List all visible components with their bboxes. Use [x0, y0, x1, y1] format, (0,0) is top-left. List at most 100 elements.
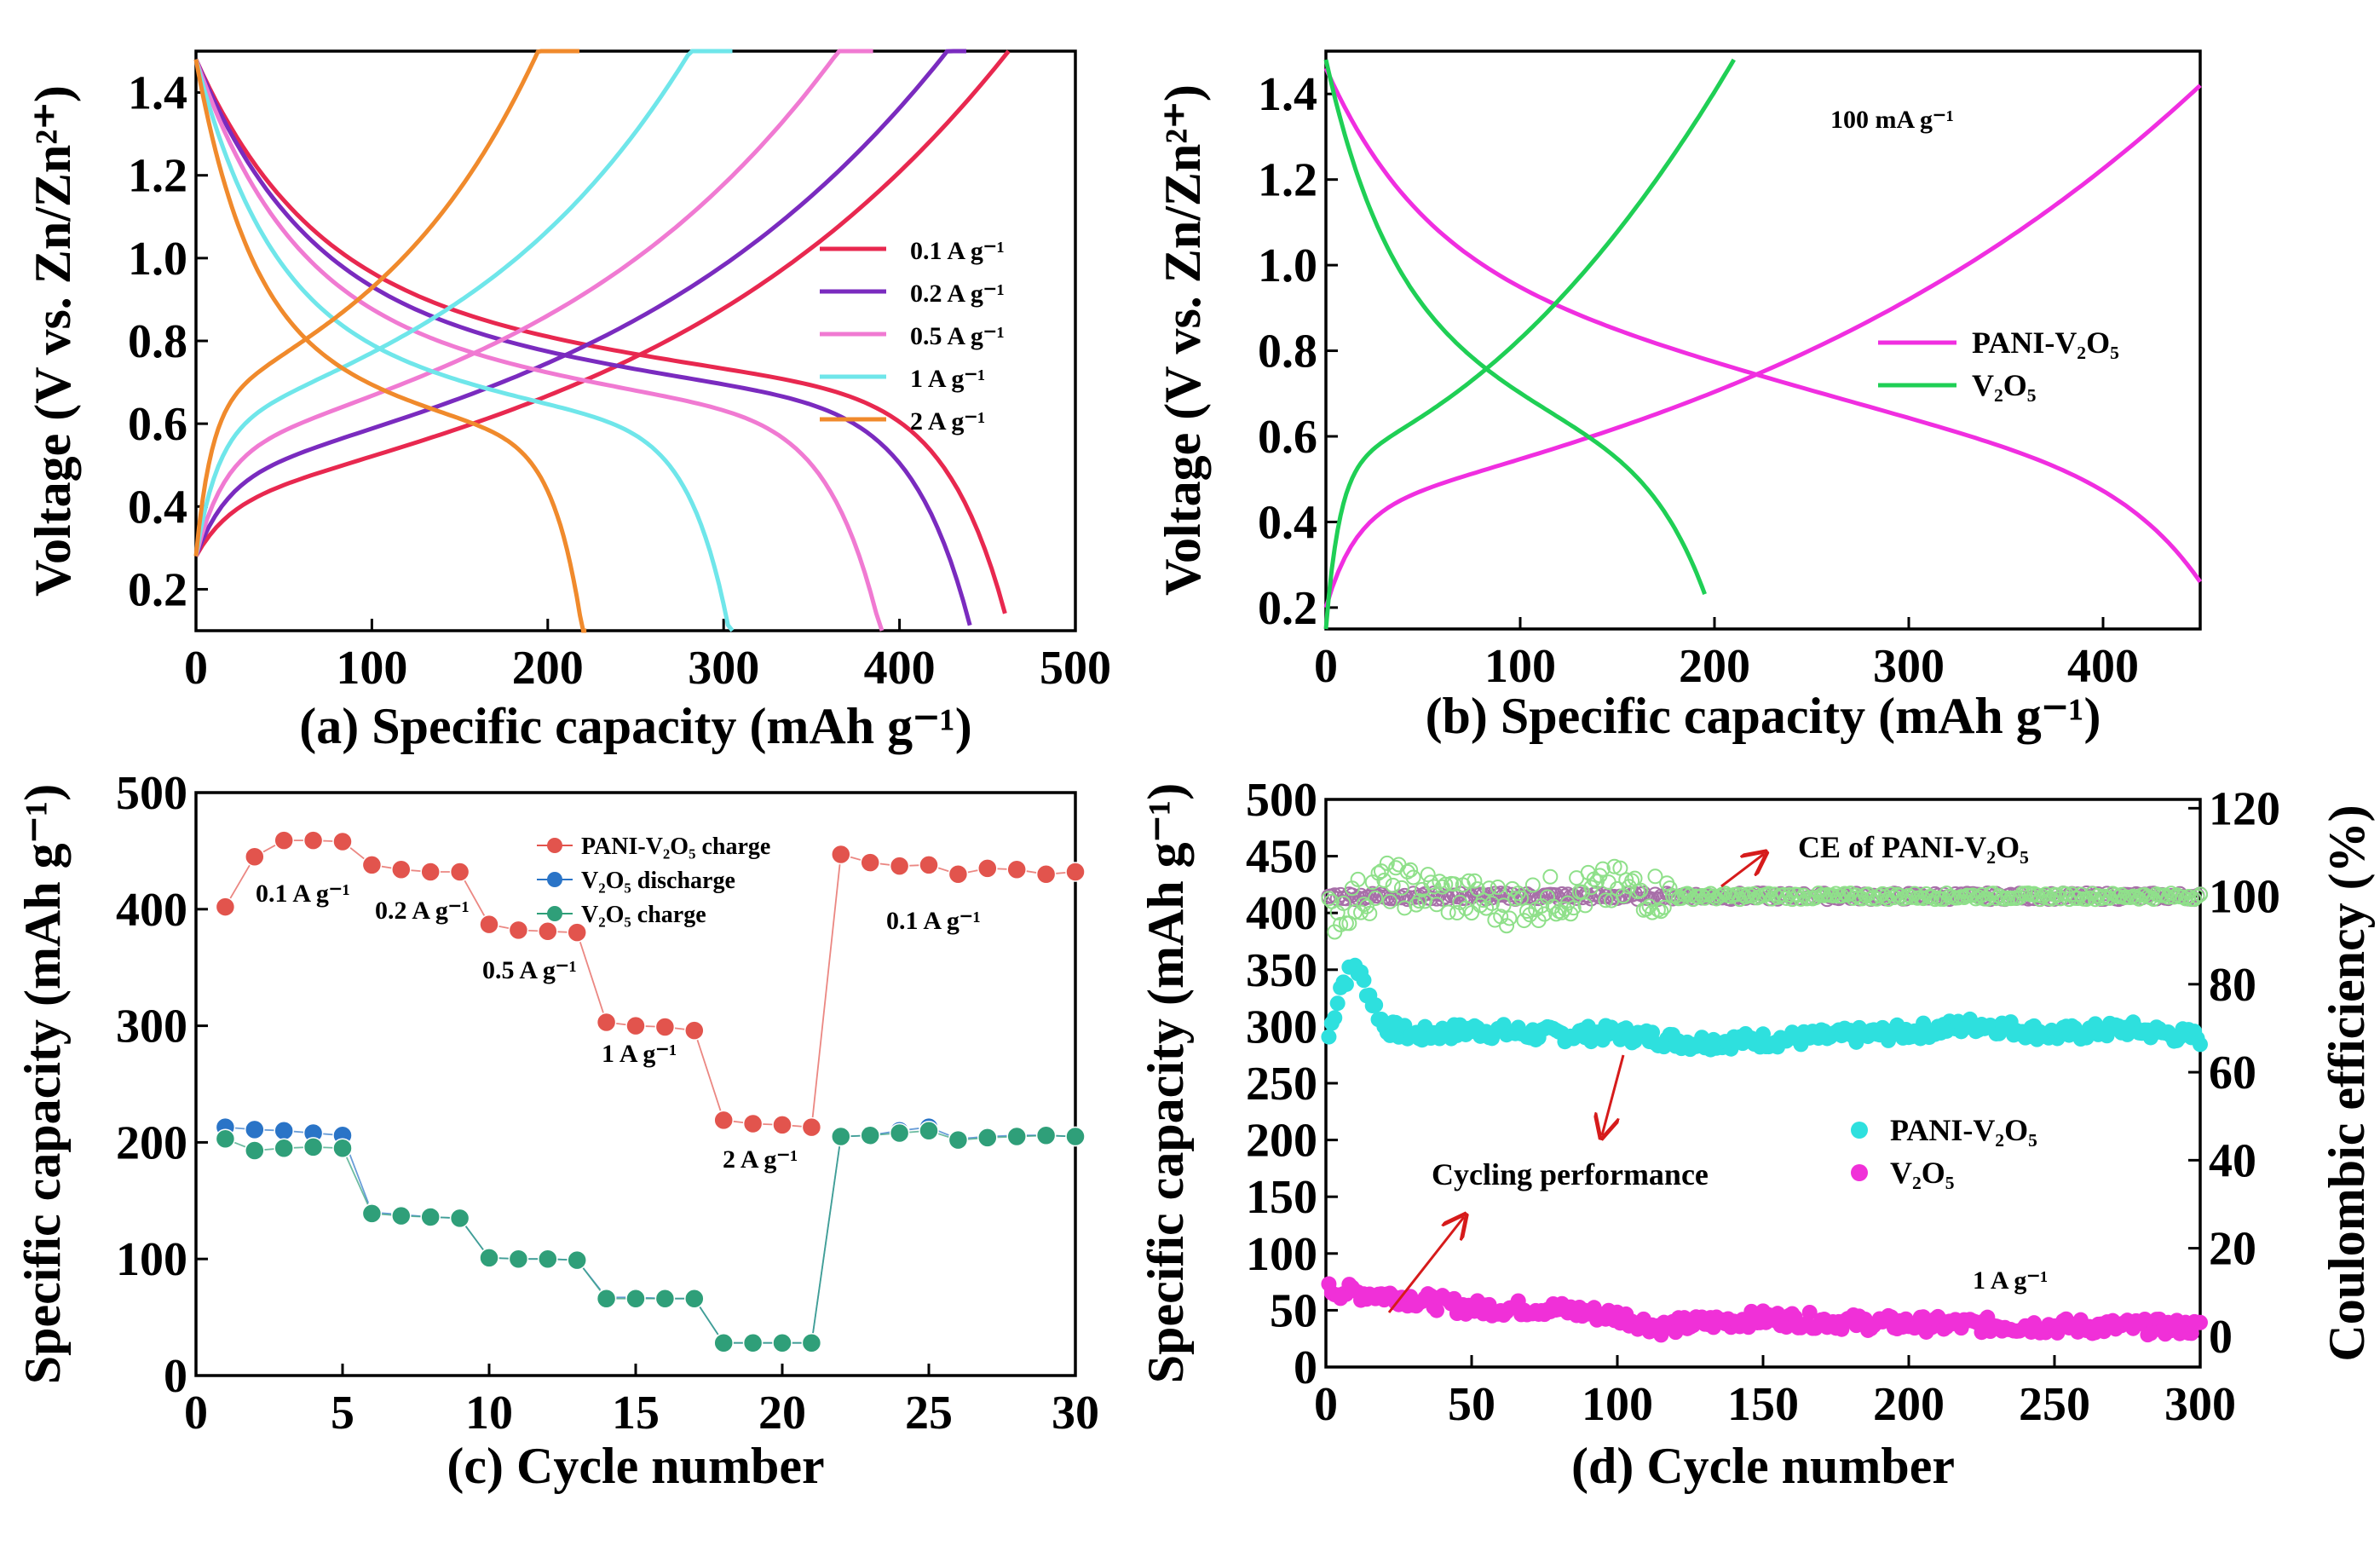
discharge-curve-3: [193, 58, 885, 632]
ce-point: [1548, 906, 1565, 922]
plot-frame: [1324, 798, 2202, 1369]
legend-label: 1 A g⁻¹: [910, 365, 985, 393]
x-tick-label: 400: [2067, 640, 2139, 693]
data-point: [860, 852, 880, 873]
data-point: [449, 862, 470, 882]
data-point: [801, 1116, 822, 1138]
y-tick-label: 150: [1246, 1171, 1317, 1224]
x-tick-label: 5: [331, 1387, 354, 1439]
data-point: [508, 1249, 529, 1269]
x-tick-label: 20: [758, 1387, 806, 1439]
data-point: [420, 1207, 441, 1227]
data-point: [303, 830, 324, 851]
y-tick-label: 350: [1246, 944, 1317, 997]
data-point: [772, 1115, 792, 1135]
capacity-point: [1755, 1026, 1771, 1042]
y-axis-title: Specific capacity (mAh g⁻¹): [14, 784, 71, 1385]
charge-curve-1: [193, 49, 1011, 557]
ce-point: [1499, 918, 1515, 934]
y-tick-label: 450: [1246, 831, 1317, 884]
y-tick-label: 0: [1294, 1341, 1317, 1394]
capacity-point: [2193, 1314, 2208, 1330]
data-point: [1006, 859, 1027, 880]
data-point: [919, 855, 939, 875]
data-point: [1035, 1125, 1057, 1145]
legend-marker: [1851, 1122, 1868, 1139]
y-tick-label: 500: [1246, 774, 1317, 827]
data-point: [1065, 1126, 1086, 1147]
ce-point: [1682, 887, 1698, 903]
y-tick-label: 400: [116, 884, 187, 937]
y-tick-label: 0.8: [1258, 326, 1317, 378]
data-point: [742, 1332, 764, 1353]
data-point: [596, 1288, 617, 1309]
y2-tick-label: 20: [2209, 1223, 2256, 1276]
x-tick-label: 250: [2019, 1378, 2090, 1431]
ce-point: [2189, 889, 2205, 905]
data-point: [713, 1332, 734, 1353]
y-tick-label: 0.8: [128, 315, 187, 368]
charge-curve-5: [193, 49, 579, 557]
legend-label: V₂O₅: [1890, 1156, 1955, 1190]
panel-d: 0 50 100 150 200 250 3000501001502002503003504…: [1138, 774, 2375, 1494]
ce-point: [1633, 882, 1649, 898]
data-point: [391, 1205, 412, 1226]
ce-point: [1846, 890, 1862, 906]
legend-marker: [547, 872, 562, 887]
y2-tick-label: 0: [2209, 1311, 2233, 1364]
ce-point: [2090, 887, 2106, 903]
x-axis-title: (b) Specific capacity (mAh g⁻¹): [1426, 688, 2101, 744]
ce-point: [1916, 891, 1932, 907]
ce-point: [1790, 886, 1807, 903]
ce-point: [1871, 887, 1887, 903]
x-tick-label: 25: [905, 1387, 953, 1439]
ce-point: [2029, 887, 2045, 903]
data-point: [361, 1203, 383, 1224]
y2-tick-label: 120: [2209, 782, 2280, 835]
ce-point: [2177, 891, 2193, 907]
ce-point: [1335, 895, 1351, 911]
ce-point: [1449, 905, 1465, 921]
v2o5-discharge-curve: [1323, 59, 1707, 595]
legend-label: V₂O₅ charge: [581, 902, 706, 928]
data-point: [567, 1249, 587, 1271]
capacity-point: [1329, 995, 1346, 1012]
ce-point: [1598, 892, 1614, 909]
ce-point: [1737, 889, 1754, 905]
data-point: [654, 1017, 676, 1037]
ce-point: [1333, 916, 1349, 932]
data-point: [684, 1020, 705, 1041]
capacity-point: [1428, 1302, 1444, 1318]
data-point: [361, 855, 383, 875]
capacity-point: [2193, 1036, 2208, 1053]
ce-point: [1385, 877, 1401, 893]
ce-point: [1405, 869, 1421, 885]
x-tick-label: 200: [512, 642, 584, 695]
y-tick-label: 500: [116, 767, 187, 820]
y-axis-title: Voltage (V vs. Zn/Zn²⁺): [1155, 84, 1211, 596]
legend-label: PANI-V₂O₅: [1972, 326, 2119, 360]
ce-point: [1434, 879, 1450, 895]
x-tick-label: 300: [688, 642, 759, 695]
data-point: [332, 831, 353, 852]
ce-point: [1606, 858, 1622, 874]
ce-point: [1662, 880, 1678, 897]
data-point: [538, 921, 558, 942]
ce-point: [1495, 897, 1512, 914]
x-tick-label: 30: [1052, 1387, 1099, 1439]
data-point: [245, 1119, 265, 1140]
data-point: [303, 1137, 324, 1157]
capacity-point: [1338, 976, 1354, 992]
ce-point: [1577, 897, 1593, 914]
panel-a: 0 100 200 300 400 500 0.2 0.4 0.6 0.8 1.0 1.2 1.4 (a)…: [25, 49, 1111, 754]
pani-discharge-curve: [1323, 67, 2203, 584]
data-point: [1065, 862, 1086, 882]
x-tick-label: 100: [336, 642, 407, 695]
y-tick-label: 200: [1246, 1115, 1317, 1168]
ce-point: [1606, 888, 1622, 904]
rate-label: 0.5 A g⁻¹: [482, 956, 577, 984]
capacity-point: [1368, 997, 1384, 1013]
ce-point: [2157, 887, 2173, 903]
y-tick-label: 50: [1270, 1284, 1317, 1337]
ce-point: [1397, 900, 1413, 916]
